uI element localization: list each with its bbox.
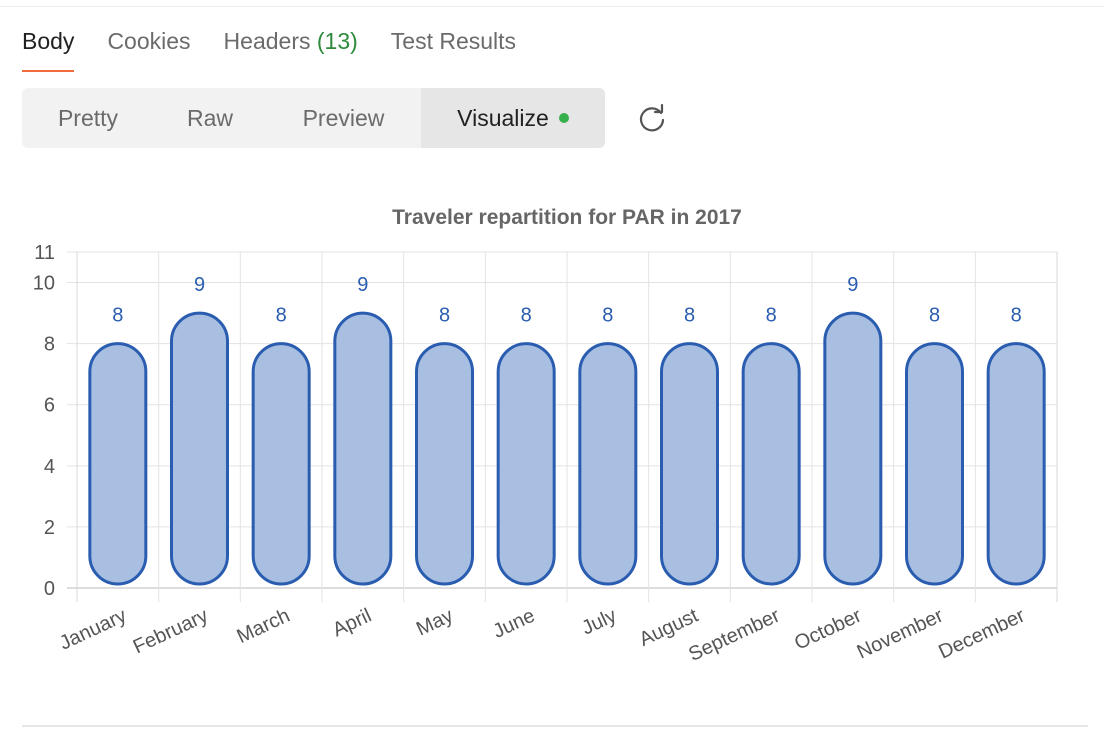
data-label: 8: [439, 305, 450, 327]
x-tick-label: March: [234, 605, 294, 648]
bar: [170, 311, 229, 586]
tab-body-label: Body: [22, 28, 75, 54]
y-tick-label: 0: [44, 578, 55, 600]
tab-headers-label: Headers: [223, 28, 311, 54]
y-tick-label: 6: [44, 395, 55, 417]
headers-count-badge: (13): [316, 28, 358, 54]
view-mode-selector: Pretty Raw Preview Visualize: [22, 88, 605, 148]
visualize-status-dot: [558, 113, 569, 123]
view-mode-raw[interactable]: Raw: [154, 88, 266, 148]
bar-chart: Traveler repartition for PAR in 2017 0 2 4 6…: [33, 206, 1058, 666]
chart-container: Traveler repartition for PAR in 2017 0 2 4 6…: [0, 190, 1104, 690]
data-label: 8: [929, 305, 940, 327]
x-tick-label: December: [935, 604, 1028, 663]
view-mode-visualize[interactable]: Visualize: [421, 88, 605, 148]
refresh-icon[interactable]: [634, 101, 670, 137]
bar: [333, 311, 393, 586]
y-tick-label: 10: [33, 273, 55, 295]
x-tick-label: October: [791, 604, 865, 654]
bar: [823, 311, 883, 586]
view-mode-visualize-label: Visualize: [457, 104, 549, 131]
bar: [741, 342, 801, 586]
data-label: 8: [1011, 305, 1022, 327]
x-tick-label: January: [56, 605, 130, 655]
data-label: 8: [766, 305, 777, 327]
view-mode-preview-label: Preview: [302, 104, 385, 131]
tab-cookies-label: Cookies: [107, 28, 191, 54]
x-tick-label: April: [329, 605, 375, 642]
y-tick-label: 8: [44, 334, 55, 356]
bar: [660, 342, 719, 586]
y-tick-label: 2: [44, 517, 55, 539]
view-mode-preview[interactable]: Preview: [266, 88, 421, 148]
bar: [905, 342, 964, 586]
data-label: 8: [684, 305, 695, 327]
response-tabs: Body Cookies Headers (13) Test Results: [22, 20, 549, 72]
x-tick-label: June: [490, 605, 539, 643]
chart-title: Traveler repartition for PAR in 2017: [392, 206, 742, 229]
bar: [88, 342, 148, 586]
tab-headers[interactable]: Headers (13): [224, 20, 358, 72]
view-mode-pretty-label: Pretty: [57, 104, 119, 131]
view-mode-pretty[interactable]: Pretty: [22, 88, 154, 148]
y-tick-label: 11: [34, 242, 55, 264]
y-tick-label: 4: [44, 456, 55, 478]
x-tick-label: February: [130, 605, 212, 659]
data-label: 8: [276, 305, 287, 327]
bottom-divider: [22, 725, 1088, 727]
x-tick-label: November: [854, 604, 947, 663]
top-divider: [0, 6, 1104, 7]
data-label: 9: [847, 274, 858, 296]
x-tick-label: September: [685, 604, 783, 665]
tab-test-results[interactable]: Test Results: [391, 20, 516, 72]
tab-test-results-label: Test Results: [390, 28, 517, 54]
data-label: 8: [521, 305, 532, 327]
bar: [986, 342, 1046, 586]
view-mode-raw-label: Raw: [186, 104, 233, 131]
bar: [251, 342, 311, 586]
x-tick-label: July: [578, 605, 620, 640]
bar: [415, 342, 474, 586]
data-label: 9: [357, 274, 368, 296]
bar: [578, 342, 638, 586]
data-label: 9: [194, 274, 205, 296]
data-label: 8: [602, 305, 613, 327]
data-label: 8: [112, 305, 123, 327]
tab-cookies[interactable]: Cookies: [107, 20, 190, 72]
tab-body[interactable]: Body: [22, 20, 75, 72]
bar: [496, 342, 556, 586]
x-tick-label: May: [413, 605, 457, 641]
